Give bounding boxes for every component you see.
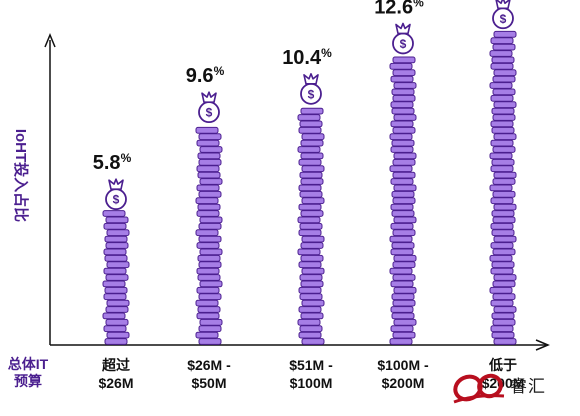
watermark-text: 睿汇 [510,377,546,397]
value-label-4: 12.6% [374,0,424,18]
svg-text:$: $ [400,37,407,51]
y-axis-label: IoHT投入占比 [12,128,30,222]
bar-1 [102,210,130,345]
money-bag-icon: $ [392,22,414,55]
svg-text:$: $ [113,193,120,207]
y-axis-arrow [44,33,56,48]
x-tick-label-4: $100M - $200M [377,357,429,391]
bar-2 [195,126,223,345]
svg-text:$: $ [500,12,507,26]
svg-text:$: $ [308,87,315,101]
value-label-1: 5.8% [93,151,132,174]
x-tick-label-2: $26M - $50M [187,357,231,391]
x-axis-title: 总体IT 预算 [7,356,49,389]
value-label-2: 9.6% [186,64,225,87]
bar-5 [489,30,517,345]
money-bag-icon: $ [492,0,514,30]
money-bag-icon: $ [198,91,220,124]
x-tick-label-1: 超过 $26M [98,357,134,391]
bar-4 [389,56,417,345]
value-label-3: 10.4% [282,46,332,69]
x-tick-label-5: 低于 $200M [481,357,525,391]
bar-3 [297,107,325,345]
x-tick-label-3: $51M - $100M [289,357,333,391]
money-bag-icon: $ [105,178,127,211]
watermark-logo [453,373,505,404]
svg-text:$: $ [206,106,213,120]
money-bag-icon: $ [300,73,322,105]
x-axis-arrow [535,339,550,351]
